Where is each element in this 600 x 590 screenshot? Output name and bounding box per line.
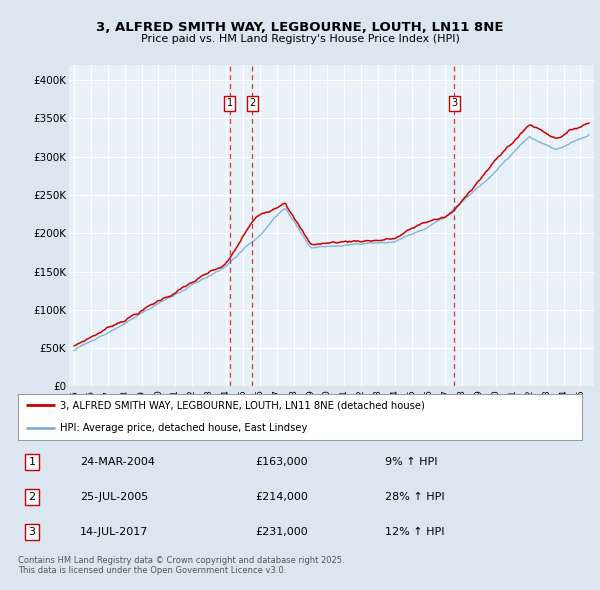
Text: £231,000: £231,000 [255, 527, 308, 537]
Text: 9% ↑ HPI: 9% ↑ HPI [385, 457, 437, 467]
Text: 14-JUL-2017: 14-JUL-2017 [80, 527, 148, 537]
Text: 24-MAR-2004: 24-MAR-2004 [80, 457, 155, 467]
Text: 3: 3 [29, 527, 35, 537]
Text: 1: 1 [227, 98, 233, 108]
Text: 3: 3 [451, 98, 457, 108]
Text: 3, ALFRED SMITH WAY, LEGBOURNE, LOUTH, LN11 8NE: 3, ALFRED SMITH WAY, LEGBOURNE, LOUTH, L… [96, 21, 504, 34]
Text: 12% ↑ HPI: 12% ↑ HPI [385, 527, 444, 537]
Text: Price paid vs. HM Land Registry's House Price Index (HPI): Price paid vs. HM Land Registry's House … [140, 34, 460, 44]
Text: £214,000: £214,000 [255, 492, 308, 502]
Text: Contains HM Land Registry data © Crown copyright and database right 2025.
This d: Contains HM Land Registry data © Crown c… [18, 556, 344, 575]
Text: 2: 2 [249, 98, 256, 108]
Text: 25-JUL-2005: 25-JUL-2005 [80, 492, 148, 502]
Text: 3, ALFRED SMITH WAY, LEGBOURNE, LOUTH, LN11 8NE (detached house): 3, ALFRED SMITH WAY, LEGBOURNE, LOUTH, L… [60, 400, 425, 410]
Text: 1: 1 [29, 457, 35, 467]
Text: 2: 2 [29, 492, 35, 502]
Text: 28% ↑ HPI: 28% ↑ HPI [385, 492, 444, 502]
Text: HPI: Average price, detached house, East Lindsey: HPI: Average price, detached house, East… [60, 423, 308, 433]
Text: £163,000: £163,000 [255, 457, 308, 467]
